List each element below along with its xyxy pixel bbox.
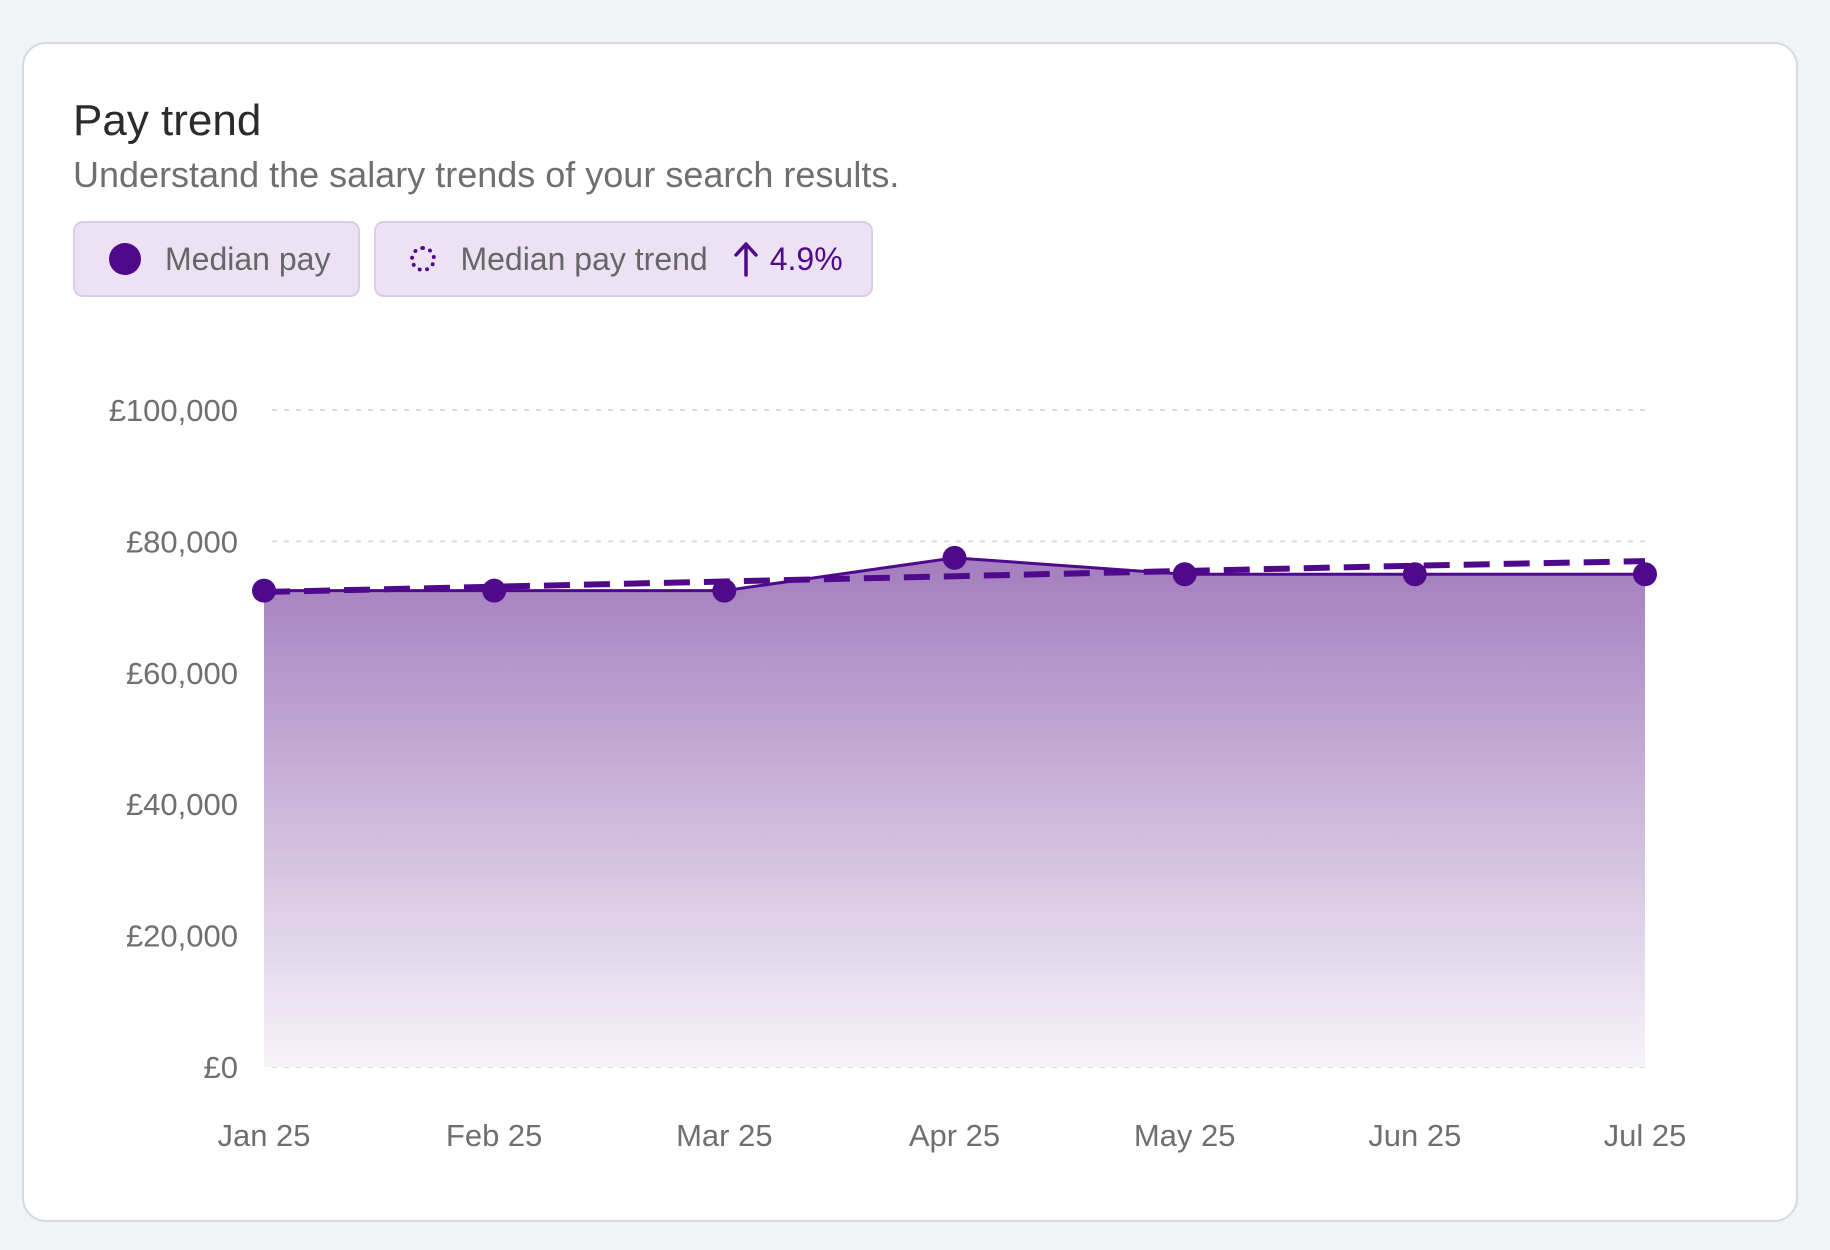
solid-dot-icon xyxy=(109,243,141,275)
y-tick-label: £40,000 xyxy=(126,787,238,822)
legend-trend-label: Median pay trend xyxy=(460,240,708,277)
trend-change-value: 4.9% xyxy=(769,240,843,277)
legend-median-pay-label: Median pay xyxy=(165,240,331,277)
x-tick-label: Apr 25 xyxy=(909,1118,1000,1153)
x-tick-label: May 25 xyxy=(1134,1118,1236,1153)
x-tick-label: Feb 25 xyxy=(446,1118,543,1153)
chart-legend: Median pay Median pay trend 4.9% xyxy=(73,221,873,297)
x-tick-label: Jun 25 xyxy=(1368,1118,1461,1153)
y-tick-label: £20,000 xyxy=(126,919,238,954)
median-pay-point xyxy=(1402,562,1427,587)
median-pay-point xyxy=(712,578,737,603)
x-tick-label: Mar 25 xyxy=(676,1118,772,1153)
median-pay-point xyxy=(482,578,507,603)
median-pay-trend-line xyxy=(263,558,1646,595)
y-tick-label: £100,000 xyxy=(109,393,238,428)
median-pay-point xyxy=(252,578,276,603)
dashed-circle-icon xyxy=(410,246,437,272)
y-tick-label: £80,000 xyxy=(126,524,238,559)
median-pay-point xyxy=(1633,562,1657,587)
card-subtitle: Understand the salary trends of your sea… xyxy=(73,154,900,195)
legend-median-pay-trend[interactable]: Median pay trend 4.9% xyxy=(374,221,873,297)
legend-median-pay[interactable]: Median pay xyxy=(73,221,361,297)
arrow-up-icon xyxy=(733,241,758,277)
x-tick-label: Jan 25 xyxy=(217,1118,310,1153)
y-tick-label: £60,000 xyxy=(126,656,238,691)
y-tick-label: £0 xyxy=(204,1050,238,1085)
median-pay-point xyxy=(942,545,967,570)
x-tick-label: Jul 25 xyxy=(1604,1118,1687,1153)
median-pay-area xyxy=(264,557,1645,1067)
median-pay-point xyxy=(1172,562,1197,587)
card-title: Pay trend xyxy=(73,96,262,145)
